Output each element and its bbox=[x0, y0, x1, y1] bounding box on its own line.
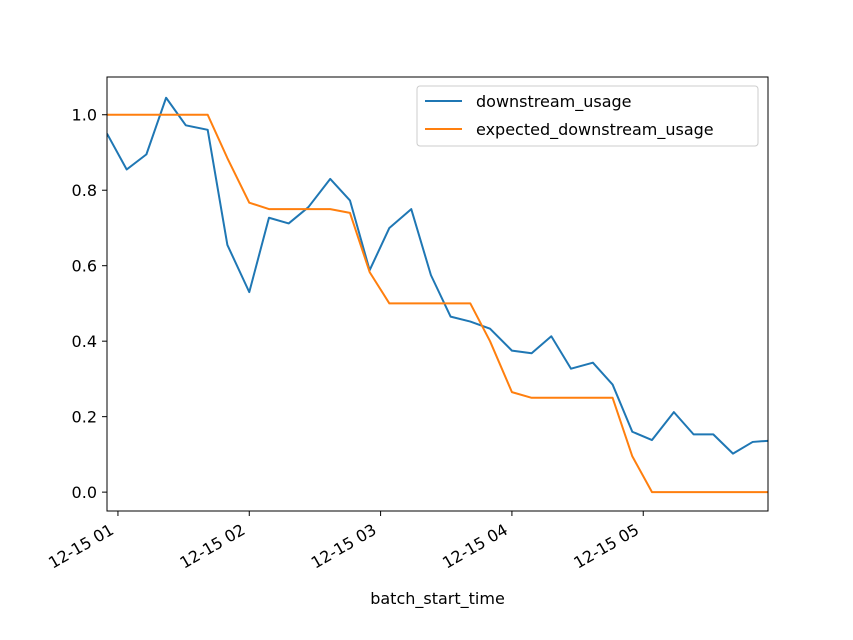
y-tick-label: 0.8 bbox=[72, 181, 97, 200]
series-line-expected-downstream-usage bbox=[107, 113, 768, 494]
legend: downstream_usage expected_downstream_usa… bbox=[416, 85, 759, 147]
legend-label-downstream-usage: downstream_usage bbox=[476, 92, 632, 112]
y-tick-label: 0.6 bbox=[72, 257, 97, 276]
y-axis: 0.0 0.2 0.4 0.6 0.8 1.0 bbox=[72, 106, 107, 502]
y-tick-label: 0.2 bbox=[72, 408, 97, 427]
x-axis-label: batch_start_time bbox=[370, 589, 505, 609]
series-line-downstream-usage bbox=[107, 96, 768, 455]
y-tick-label: 1.0 bbox=[72, 106, 97, 125]
y-tick-label: 0.4 bbox=[72, 332, 97, 351]
legend-box bbox=[416, 85, 759, 147]
series-layer bbox=[107, 96, 768, 494]
legend-label-expected-downstream-usage: expected_downstream_usage bbox=[476, 120, 714, 140]
y-tick-label: 0.0 bbox=[72, 483, 97, 502]
plot-frame bbox=[106, 76, 769, 512]
